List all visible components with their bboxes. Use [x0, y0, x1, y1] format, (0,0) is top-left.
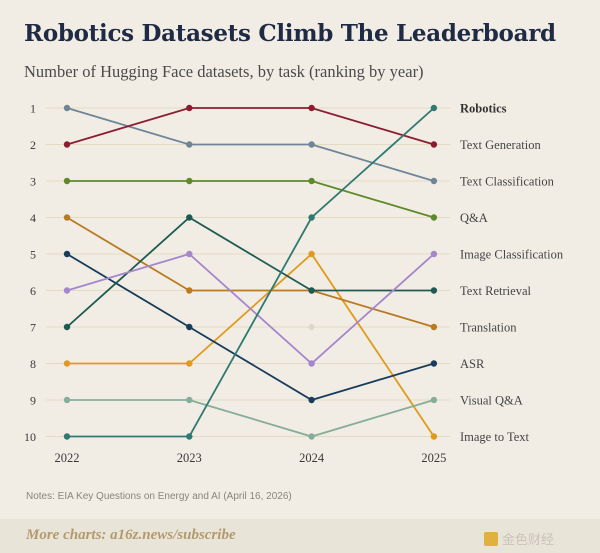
data-point: [308, 104, 315, 112]
data-point: [308, 433, 315, 440]
data-point: [63, 177, 71, 185]
data-point: [308, 396, 315, 404]
data-point: [63, 214, 71, 221]
data-point: [430, 177, 438, 185]
data-point: [430, 323, 438, 331]
data-point: [430, 396, 438, 404]
y-tick-label: 7: [30, 321, 36, 335]
series-end-label: Text Generation: [460, 138, 541, 152]
y-axis-ticks: 1 2 3 4 5 6 7 8 9 10: [24, 102, 36, 445]
series-labels: Robotics Text Generation Text Classificati…: [460, 102, 564, 445]
x-tick-label: 2022: [55, 451, 80, 465]
data-point: [186, 177, 193, 185]
series-end-label: Text Retrieval: [460, 284, 531, 298]
series-line: [67, 107, 435, 438]
data-point: [63, 104, 71, 112]
placeholder-marker: [308, 324, 315, 330]
series-line: [66, 107, 435, 146]
y-tick-label: 9: [30, 394, 36, 408]
series-text-retrieval: [63, 214, 438, 331]
series-line: [66, 253, 435, 401]
series-line: [67, 180, 435, 219]
series-line: [66, 252, 435, 365]
series-q-a: [63, 177, 438, 221]
data-point: [430, 360, 438, 367]
data-point: [63, 360, 71, 367]
series-end-label: ASR: [460, 357, 485, 371]
data-point: [186, 396, 193, 404]
data-point: [186, 360, 193, 367]
data-point: [308, 287, 315, 294]
series-end-label: Text Classification: [460, 175, 555, 189]
y-tick-label: 1: [30, 102, 36, 116]
watermark-text: 金色财经: [502, 532, 555, 547]
series-line: [67, 252, 435, 438]
series-line: [66, 216, 435, 328]
series-translation: [63, 214, 438, 331]
chart-notes: Notes: EIA Key Questions on Energy and A…: [26, 491, 292, 502]
x-tick-label: 2024: [299, 451, 325, 465]
series-text-generation: [63, 104, 438, 148]
data-point: [186, 214, 193, 221]
series-end-label: Translation: [460, 321, 517, 335]
y-tick-label: 8: [30, 357, 36, 371]
chart-subtitle: Number of Hugging Face datasets, by task…: [24, 62, 424, 81]
series-end-label: Robotics: [460, 102, 507, 116]
data-point: [308, 177, 315, 185]
series-asr: [63, 250, 438, 404]
data-point: [63, 287, 71, 294]
data-point: [186, 141, 193, 148]
y-tick-label: 2: [30, 138, 36, 152]
y-tick-label: 3: [30, 175, 36, 189]
data-point: [308, 214, 315, 221]
footer-bar: More charts: a16z.news/subscribe 金色财经: [0, 519, 600, 553]
series-line: [67, 399, 435, 438]
data-point: [63, 396, 71, 404]
data-point: [430, 433, 438, 440]
data-point: [186, 104, 193, 112]
series-visual-q-a: [63, 396, 438, 440]
data-point: [186, 250, 193, 258]
data-point: [430, 287, 438, 294]
y-tick-label: 4: [30, 211, 36, 225]
series-image-classification: [63, 250, 438, 367]
chart-title: Robotics Datasets Climb The Leaderboard: [24, 20, 556, 47]
data-point: [63, 433, 71, 440]
watermark: 金色财经: [484, 529, 554, 548]
data-point: [308, 250, 315, 258]
data-point: [63, 141, 71, 148]
x-axis-ticks: 2022 2023 2024 2025: [55, 451, 447, 465]
data-point: [186, 433, 193, 440]
series-end-label: Q&A: [460, 211, 488, 225]
data-point: [430, 214, 438, 221]
x-tick-label: 2023: [177, 451, 202, 465]
y-tick-label: 10: [24, 430, 36, 444]
data-point: [430, 141, 438, 148]
subscribe-link[interactable]: More charts: a16z.news/subscribe: [26, 527, 236, 543]
series-end-label: Image Classification: [460, 248, 564, 262]
watermark-logo-icon: [484, 532, 498, 546]
data-point: [63, 323, 71, 331]
y-tick-label: 5: [30, 248, 36, 262]
data-point: [186, 287, 193, 294]
bump-chart: 1 2 3 4 5 6 7 8 9 10 2022 2023 2024 2025 Robotics Tex…: [24, 102, 564, 466]
data-point: [308, 141, 315, 148]
series-end-label: Image to Text: [460, 430, 530, 444]
y-tick-label: 6: [30, 284, 36, 298]
series-end-label: Visual Q&A: [460, 394, 523, 408]
series-lines: [63, 104, 438, 440]
data-point: [186, 323, 193, 331]
data-point: [63, 250, 71, 258]
series-robotics: [63, 104, 438, 440]
data-point: [430, 104, 438, 112]
data-point: [430, 250, 438, 258]
grid: [46, 107, 450, 437]
data-point: [308, 360, 315, 367]
x-tick-label: 2025: [421, 451, 446, 465]
